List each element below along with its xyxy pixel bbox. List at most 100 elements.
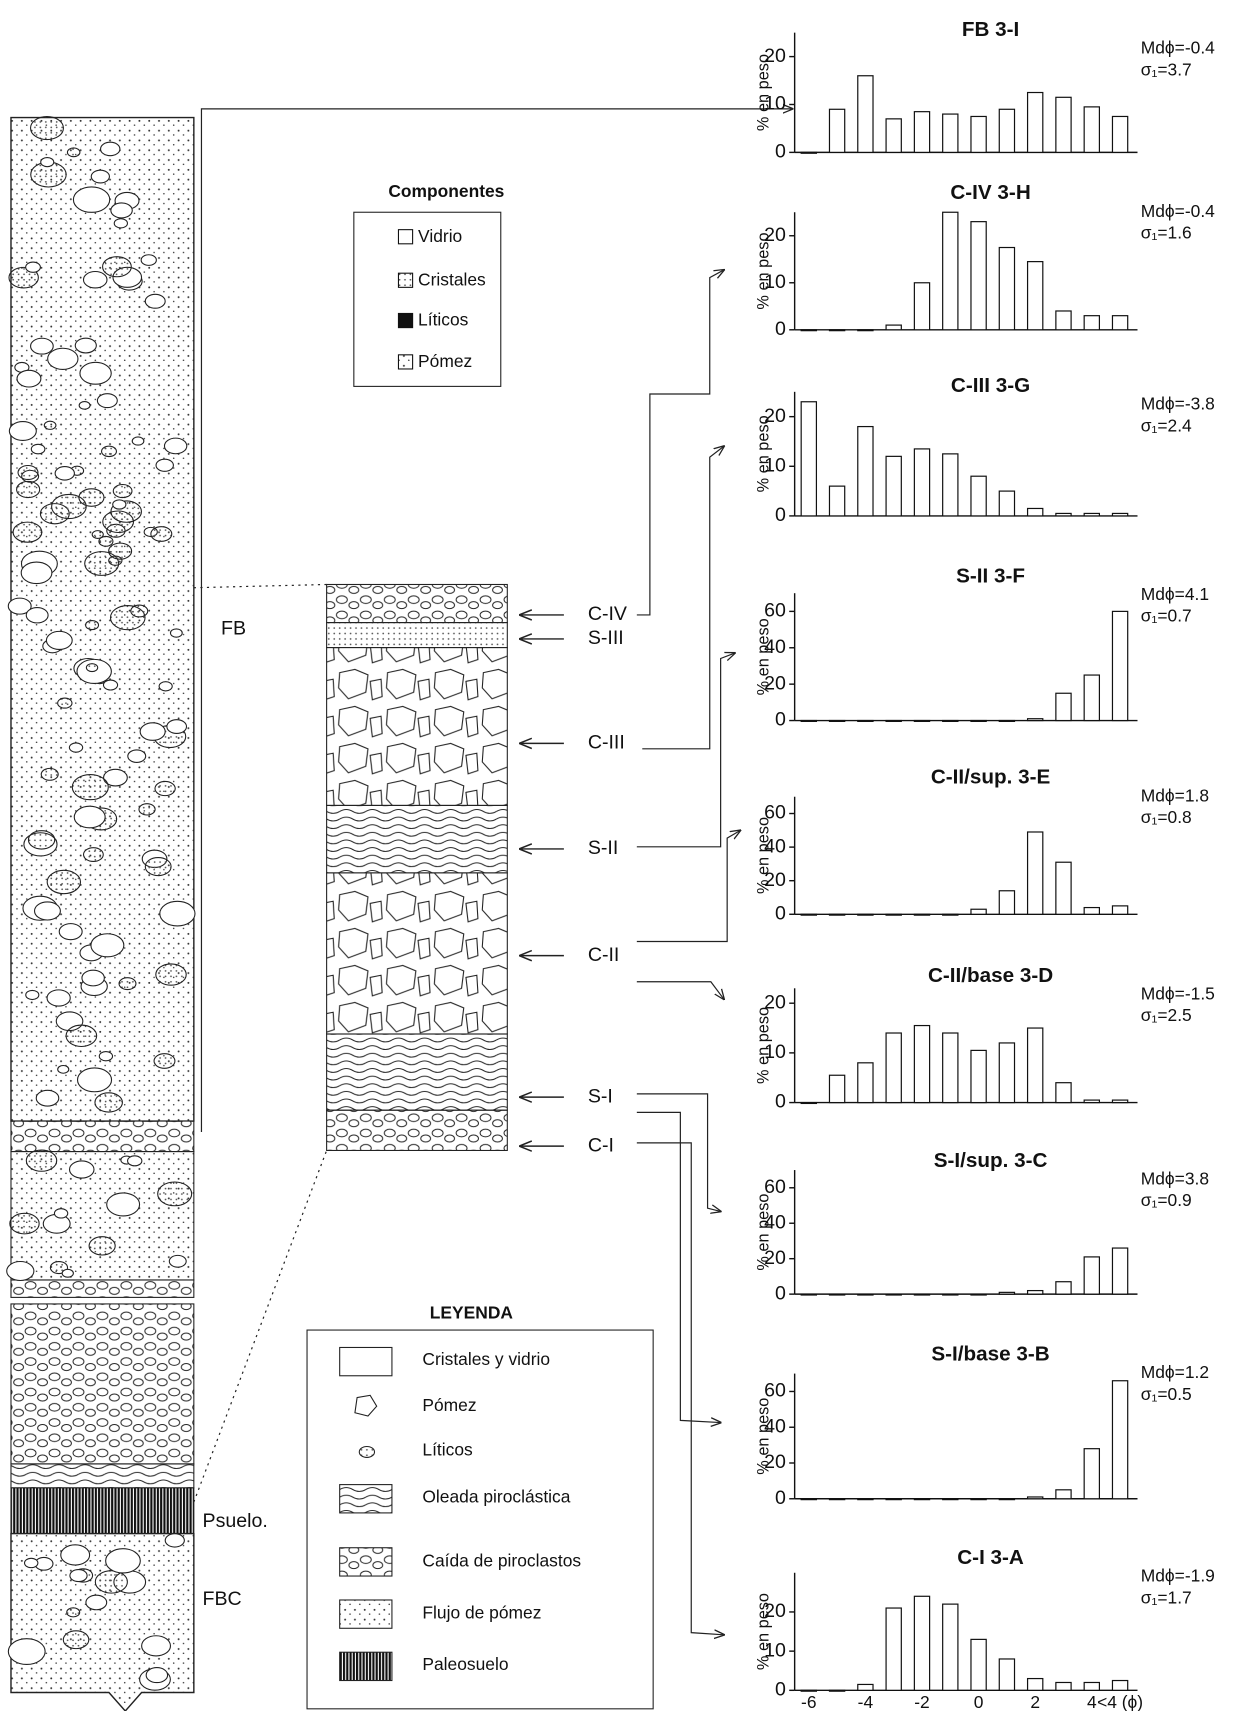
bar — [914, 283, 929, 330]
y-tick-label: 0 — [775, 318, 786, 340]
x-tick-label: -2 — [914, 1692, 929, 1711]
pumice-clast — [59, 924, 82, 940]
bar — [1112, 1248, 1127, 1294]
legend-item: Oleada piroclástica — [422, 1486, 570, 1506]
section-label: S-III — [588, 627, 624, 649]
bar — [1056, 1682, 1071, 1690]
bar — [999, 248, 1014, 330]
x-tick-label: -4 — [858, 1692, 874, 1711]
pumice-clast — [55, 467, 74, 480]
y-tick-label: 60 — [764, 1176, 786, 1198]
y-tick-label: 60 — [764, 802, 786, 824]
bar — [1028, 719, 1043, 721]
bar — [1084, 316, 1099, 330]
pumice-clast — [54, 1209, 67, 1218]
section-labels: C-IVS-IIIC-IIIS-IIC-IIS-IC-I — [520, 603, 627, 1156]
swatch — [340, 1347, 392, 1375]
pumice-clast — [66, 1025, 97, 1046]
legend-item: Líticos — [418, 310, 469, 330]
median-label: Mdϕ=-1.5 — [1141, 983, 1215, 1003]
pumice-clast — [82, 970, 104, 986]
pumice-clast — [83, 272, 106, 288]
median-label: Mdϕ=-0.4 — [1141, 201, 1215, 221]
sorting-label: σ₁=3.7 — [1141, 59, 1192, 79]
x-tick-label: <4 (ϕ) — [1097, 1692, 1143, 1711]
bar — [971, 1050, 986, 1102]
bar — [971, 721, 986, 722]
bar — [1112, 316, 1127, 330]
y-tick-label: 10 — [764, 271, 786, 293]
pumice-clast — [91, 170, 109, 183]
pumice-clast — [151, 527, 172, 542]
median-label: Mdϕ=1.8 — [1141, 785, 1209, 805]
surge-layer — [11, 1464, 194, 1488]
bar — [886, 721, 901, 722]
bar — [1112, 611, 1127, 720]
y-tick-label: 10 — [764, 93, 786, 115]
bar — [858, 1499, 873, 1500]
y-tick-label: 20 — [764, 1451, 786, 1473]
bar — [971, 222, 986, 330]
pumice-clast — [48, 348, 78, 369]
pumice-clast — [78, 1068, 112, 1092]
pumice-clast — [95, 1571, 127, 1593]
pumice-clast — [25, 1558, 38, 1567]
sorting-label: σ₁=0.8 — [1141, 807, 1192, 827]
bar — [1056, 97, 1071, 152]
pumice-clast — [113, 500, 126, 509]
sorting-label: σ₁=1.7 — [1141, 1587, 1192, 1607]
y-tick-label: 40 — [764, 636, 786, 658]
bar — [943, 721, 958, 722]
bar — [858, 1684, 873, 1690]
bar — [858, 914, 873, 915]
bar — [858, 76, 873, 153]
chart-title: C-III 3-G — [951, 374, 1030, 397]
bar — [1084, 1449, 1099, 1499]
legend-item: Cristales — [418, 269, 486, 289]
pumice-clast — [46, 631, 72, 649]
bar — [1112, 1381, 1127, 1499]
components-legend: Componentes Vidrio Cristales Líticos Póm… — [354, 181, 505, 386]
bar — [1084, 908, 1099, 915]
pumice-clast — [70, 1161, 94, 1178]
pumice-clast — [119, 978, 136, 990]
pumice-clast — [75, 338, 96, 353]
pumice-clast — [142, 1636, 171, 1656]
bar — [1056, 1282, 1071, 1294]
legend-item: Líticos — [422, 1439, 473, 1459]
y-tick-label: 10 — [764, 454, 786, 476]
median-label: Mdϕ=-0.4 — [1141, 38, 1215, 58]
connector — [642, 446, 724, 749]
bar — [943, 114, 958, 152]
y-tick-label: 40 — [764, 1211, 786, 1233]
pumice-clast — [41, 158, 54, 167]
bar — [999, 109, 1014, 152]
bar — [886, 1294, 901, 1295]
pumice-clast — [158, 1182, 192, 1206]
pumice-clast — [167, 720, 187, 734]
pumice-clast — [139, 804, 155, 815]
layer — [327, 805, 508, 872]
bar — [801, 914, 816, 915]
y-tick-label: 0 — [775, 902, 786, 924]
pumice-clast — [69, 743, 82, 752]
y-tick-label: 0 — [775, 1282, 786, 1304]
bar — [801, 721, 816, 722]
pumice-clast — [26, 608, 48, 623]
bar — [914, 1026, 929, 1103]
detail-column — [327, 584, 508, 1150]
bar — [801, 1294, 816, 1295]
unit-label: FBC — [203, 1588, 242, 1610]
section-label: C-III — [588, 732, 625, 754]
bar — [914, 1294, 929, 1295]
section-label: C-I — [588, 1134, 614, 1156]
bar — [1028, 1028, 1043, 1103]
pumice-clast — [109, 543, 132, 559]
bar — [829, 486, 844, 516]
bar — [999, 1659, 1014, 1690]
legend-title: LEYENDA — [430, 1302, 514, 1322]
legend-item: Paleosuelo — [422, 1654, 508, 1674]
y-tick-label: 0 — [775, 709, 786, 731]
pumice-clast — [47, 870, 80, 893]
bar — [943, 1294, 958, 1295]
